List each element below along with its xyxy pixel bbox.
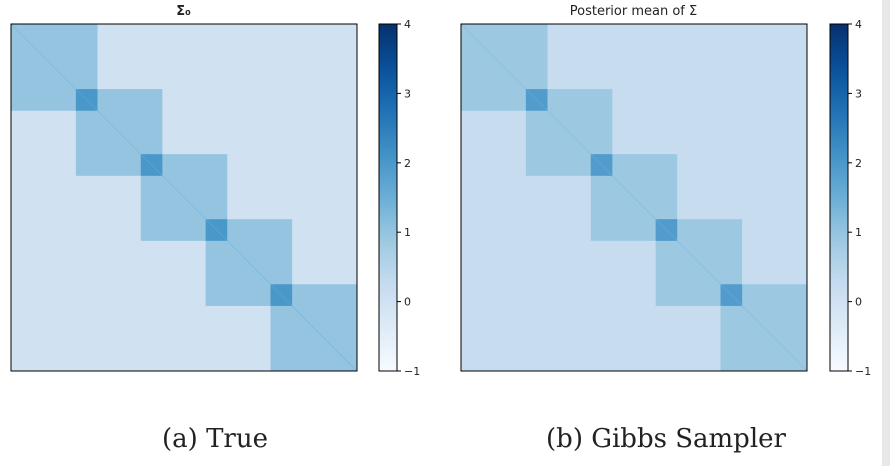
chart-a-heatmap [10, 23, 358, 372]
page-edge [882, 0, 890, 466]
chart-b-frame [460, 23, 808, 372]
chart-a-colorbar-tick-label: 3 [404, 87, 411, 100]
chart-b-colorbar-tick-label: −1 [855, 365, 871, 378]
chart-b-colorbar-gradient [829, 23, 849, 372]
chart-b-colorbar-tick-label: 2 [855, 157, 862, 170]
chart-b-caption: (b) Gibbs Sampler [546, 424, 786, 454]
chart-a-colorbar: −1 0 1 2 3 4 [378, 20, 420, 378]
chart-b-colorbar-tick-label: 4 [855, 20, 862, 31]
chart-a-colorbar-tick-label: 1 [404, 226, 411, 239]
chart-a-colorbar-tick-label: 0 [404, 296, 411, 309]
chart-a-colorbar-tick-label: −1 [404, 365, 420, 378]
chart-b-colorbar: −1 0 1 2 3 4 [829, 20, 871, 378]
chart-b-heatmap [460, 23, 808, 372]
chart-a-colorbar-tick-label: 2 [404, 157, 411, 170]
chart-a-caption: (a) True [162, 424, 268, 454]
chart-a-colorbar-gradient [378, 23, 398, 372]
chart-a-diagonal [10, 23, 358, 372]
chart-b-colorbar-tick-label: 1 [855, 226, 862, 239]
chart-b-colorbar-tick-label: 0 [855, 296, 862, 309]
chart-b-colorbar-tick-label: 3 [855, 87, 862, 100]
chart-a-title: Σ₀ [176, 4, 191, 19]
chart-b-diagonal [460, 23, 808, 372]
chart-a-frame [10, 23, 358, 372]
chart-a-colorbar-tick-label: 4 [404, 20, 411, 31]
chart-b-title: Posterior mean of Σ [569, 4, 698, 19]
